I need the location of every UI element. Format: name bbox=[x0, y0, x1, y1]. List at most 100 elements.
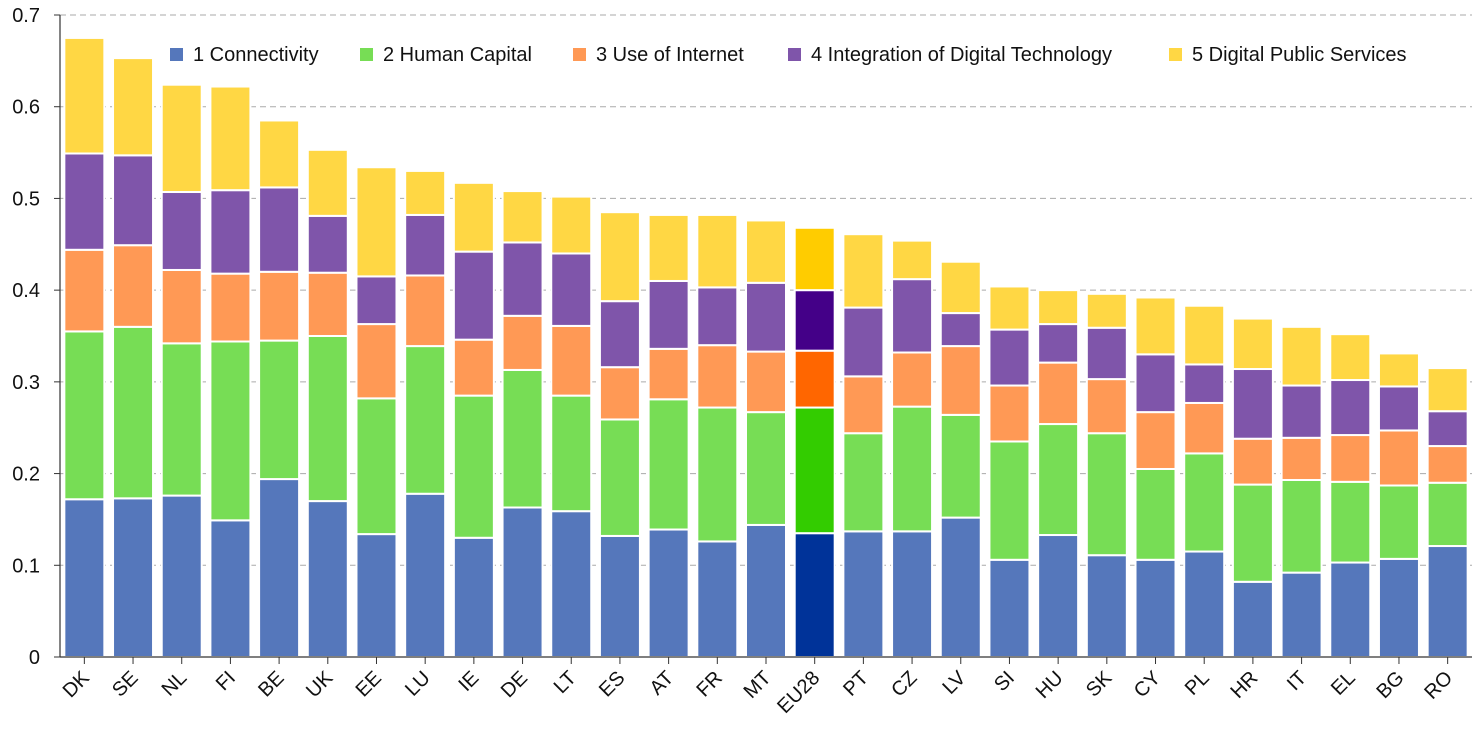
bar-segment bbox=[209, 189, 252, 275]
bar-segment bbox=[793, 289, 836, 352]
bar-segment bbox=[1377, 429, 1420, 487]
bar-segment bbox=[550, 195, 593, 255]
bar-segment bbox=[404, 274, 447, 348]
bar-segment bbox=[598, 366, 641, 421]
bar-segment bbox=[842, 375, 885, 435]
legend-entry: 3 Use of Internet bbox=[596, 44, 744, 66]
bar-segment bbox=[1426, 545, 1469, 658]
bar-segment bbox=[1037, 423, 1080, 537]
bar-segment bbox=[112, 154, 155, 247]
x-tick-label: SK bbox=[1082, 667, 1117, 702]
x-tick-label: MT bbox=[740, 667, 776, 703]
bar-segment bbox=[1183, 550, 1226, 658]
x-tick-label: PL bbox=[1181, 667, 1214, 700]
x-tick-label: CZ bbox=[887, 667, 921, 701]
bar-segment bbox=[112, 325, 155, 500]
bar-segment bbox=[1329, 480, 1372, 564]
bar-segment bbox=[891, 405, 934, 533]
legend-swatch bbox=[573, 48, 586, 61]
bar-segment bbox=[696, 540, 739, 658]
bar-segment bbox=[1280, 436, 1323, 481]
x-tick-label: LU bbox=[401, 667, 435, 701]
bar-segment bbox=[1280, 571, 1323, 659]
bar-segment bbox=[1377, 484, 1420, 560]
x-tick-label: DK bbox=[59, 667, 95, 703]
bar-segment bbox=[1231, 580, 1274, 659]
legend-swatch bbox=[170, 48, 183, 61]
bar-segment bbox=[1134, 558, 1177, 658]
x-tick-label: BE bbox=[254, 667, 288, 701]
bar-segment bbox=[891, 278, 934, 354]
bar-segment bbox=[550, 394, 593, 513]
legend-swatch bbox=[1169, 48, 1182, 61]
bar-segment bbox=[988, 328, 1031, 387]
bar-segment bbox=[1231, 437, 1274, 486]
bar-segment bbox=[842, 432, 885, 533]
bar-segment bbox=[63, 248, 106, 333]
x-tick-label: HU bbox=[1032, 667, 1068, 703]
bar-segment bbox=[209, 272, 252, 343]
legend-entry: 5 Digital Public Services bbox=[1192, 44, 1407, 66]
bar-segment bbox=[793, 406, 836, 535]
bar-segment bbox=[160, 342, 203, 497]
bar-segment bbox=[1085, 292, 1128, 329]
bar-segment bbox=[550, 252, 593, 327]
bar-segment bbox=[1231, 483, 1274, 583]
y-tick-label: 0.2 bbox=[12, 464, 40, 486]
legend-swatch bbox=[360, 48, 373, 61]
bar-segment bbox=[745, 411, 787, 526]
y-tick-label: 0.1 bbox=[12, 555, 40, 577]
bar-segment bbox=[745, 523, 787, 659]
bar-segment bbox=[647, 398, 690, 531]
bar-segment bbox=[988, 285, 1031, 331]
bar-segment bbox=[355, 166, 398, 278]
y-tick-label: 0.6 bbox=[12, 97, 40, 119]
y-tick-label: 0 bbox=[29, 647, 40, 669]
bar-segment bbox=[891, 351, 934, 408]
bar-segment bbox=[63, 36, 106, 155]
bar-segment bbox=[1134, 353, 1177, 414]
x-tick-label: FR bbox=[692, 667, 726, 701]
bar-segment bbox=[160, 191, 203, 271]
legend-entry: 4 Integration of Digital Technology bbox=[811, 44, 1112, 66]
x-tick-label: SE bbox=[108, 667, 142, 701]
bar-segment bbox=[1183, 363, 1226, 404]
bar-segment bbox=[452, 338, 495, 397]
bar-segment bbox=[452, 250, 495, 341]
x-tick-label: ES bbox=[595, 667, 629, 701]
bar-segment bbox=[258, 478, 301, 658]
bar-segment bbox=[1280, 325, 1323, 387]
bar-segment bbox=[501, 190, 544, 244]
bar-segment bbox=[939, 345, 982, 416]
x-tick-label: LT bbox=[550, 667, 581, 698]
x-tick-label: IE bbox=[454, 667, 483, 696]
bar-segment bbox=[404, 169, 447, 216]
bar-segment bbox=[63, 498, 106, 658]
x-tick-label: SI bbox=[990, 667, 1019, 696]
bar-segment bbox=[306, 500, 349, 659]
bar-segment bbox=[1037, 323, 1080, 364]
bar-segment bbox=[1183, 304, 1226, 366]
bar-segment bbox=[501, 368, 544, 509]
bar-segment bbox=[209, 519, 252, 658]
bar-segment bbox=[745, 219, 787, 284]
bar-segment bbox=[988, 558, 1031, 658]
y-tick-label: 0.4 bbox=[12, 280, 40, 302]
bar-segment bbox=[1329, 333, 1372, 382]
bar-segment bbox=[1183, 452, 1226, 553]
bar-segment bbox=[891, 239, 934, 281]
bar-segment bbox=[1037, 289, 1080, 326]
bar-segment bbox=[209, 340, 252, 522]
x-tick-label: AT bbox=[646, 667, 679, 700]
bar-segment bbox=[1037, 361, 1080, 426]
bar-segment bbox=[1085, 432, 1128, 557]
bar-segment bbox=[891, 530, 934, 659]
bar-segment bbox=[988, 440, 1031, 561]
x-tick-label: LV bbox=[938, 667, 970, 699]
bar-segment bbox=[404, 345, 447, 495]
x-tick-label: IT bbox=[1283, 667, 1311, 695]
bar-segment bbox=[745, 281, 787, 353]
bar-segment bbox=[355, 533, 398, 658]
